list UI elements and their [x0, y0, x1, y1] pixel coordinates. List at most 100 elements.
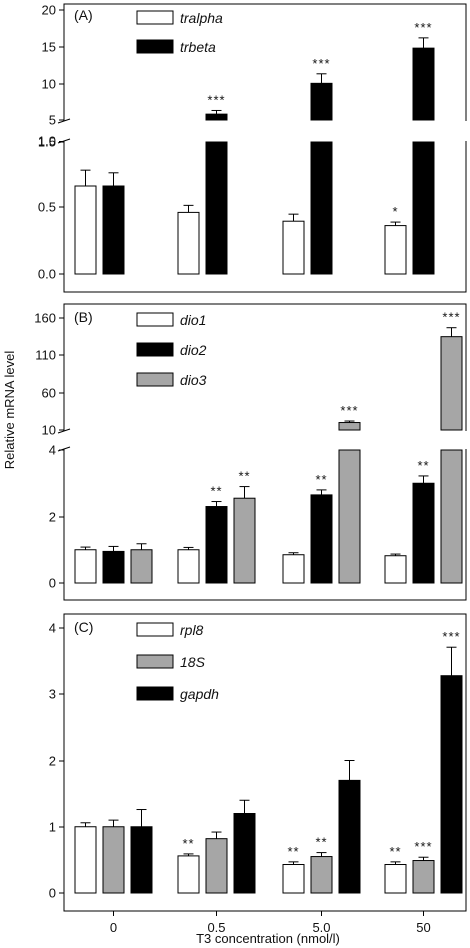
panel-label: (C)	[74, 619, 93, 635]
y-tick-label: 2	[49, 754, 56, 769]
significance-label: **	[182, 836, 194, 851]
significance-label: ***	[442, 629, 460, 644]
significance-label: ***	[340, 403, 358, 418]
bar	[102, 826, 125, 894]
bar	[130, 549, 153, 584]
legend-label: dio1	[180, 312, 206, 328]
x-axis-title: T3 concentration (nmol/l)	[196, 931, 340, 946]
panel-label: (A)	[74, 7, 93, 23]
y-tick-label: 1.0	[38, 134, 56, 149]
legend-swatch	[136, 39, 174, 54]
legend-label: 18S	[180, 654, 206, 670]
y-tick-label: 110	[35, 348, 56, 363]
bar	[282, 220, 305, 275]
bar	[74, 826, 97, 894]
legend-swatch	[136, 342, 174, 357]
bar	[338, 779, 361, 894]
y-tick-label: 2	[49, 510, 56, 525]
bar	[310, 141, 333, 275]
y-tick-label: 1	[49, 820, 56, 835]
legend-swatch	[136, 622, 174, 637]
bar	[338, 422, 361, 431]
y-tick-label: 10	[42, 423, 56, 438]
bar	[440, 675, 463, 894]
legend-swatch	[136, 686, 174, 701]
bar	[130, 826, 153, 894]
bar	[102, 185, 125, 275]
bar	[205, 113, 228, 121]
x-tick-label: 5.0	[312, 920, 330, 935]
x-tick-label: 0	[110, 920, 117, 935]
chart-marks: (A)0.00.51.01.55101520**********tralphat…	[34, 3, 468, 935]
legend-swatch	[136, 654, 174, 669]
legend-label: gapdh	[180, 686, 219, 702]
panel-frame	[63, 613, 467, 912]
significance-label: **	[287, 844, 299, 859]
significance-label: **	[238, 469, 250, 484]
bar	[74, 185, 97, 275]
bar	[102, 550, 125, 584]
y-tick-label: 10	[42, 77, 56, 92]
significance-label: **	[389, 844, 401, 859]
panel-1: (A)0.00.51.01.55101520**********tralphat…	[38, 3, 468, 293]
panel-2: (B)0241060110160**************dio1dio2di…	[34, 303, 468, 601]
significance-label: **	[417, 458, 429, 473]
y-tick-label: 3	[49, 687, 56, 702]
bar	[412, 141, 435, 275]
legend-label: tralpha	[180, 10, 223, 26]
y-tick-label: 1.5	[38, 135, 56, 150]
bar	[310, 82, 333, 121]
legend-label: trbeta	[180, 39, 216, 55]
y-tick-label: 0.5	[38, 200, 56, 215]
y-tick-label: 0.0	[38, 267, 56, 282]
y-axis-title: Relative mRNA level	[2, 351, 17, 470]
bar	[233, 813, 256, 894]
y-tick-label: 60	[42, 386, 56, 401]
bar	[177, 549, 200, 584]
bar	[74, 549, 97, 584]
bar	[412, 47, 435, 121]
bar	[440, 336, 463, 431]
bar	[310, 494, 333, 584]
bar	[282, 864, 305, 894]
axis-break-gap	[58, 121, 468, 141]
significance-label: ***	[207, 92, 225, 107]
bar	[177, 211, 200, 275]
significance-label: ***	[414, 20, 432, 35]
significance-label: **	[315, 835, 327, 850]
y-tick-label: 160	[34, 311, 56, 326]
bar	[384, 555, 407, 584]
x-tick-label: 0.5	[207, 920, 225, 935]
significance-label: ***	[312, 56, 330, 71]
significance-label: **	[315, 472, 327, 487]
y-tick-label: 20	[42, 3, 56, 18]
legend-label: dio2	[180, 342, 207, 358]
bar	[310, 856, 333, 894]
bar	[384, 225, 407, 275]
axis-break-gap	[58, 431, 468, 449]
significance-label: **	[210, 484, 222, 499]
legend-swatch	[136, 10, 174, 25]
bar	[205, 141, 228, 275]
bar	[177, 855, 200, 894]
legend-label: dio3	[180, 372, 207, 388]
bar	[440, 449, 463, 584]
y-tick-label: 5	[49, 113, 56, 128]
bar	[205, 838, 228, 894]
legend-swatch	[136, 312, 174, 327]
bar	[205, 506, 228, 584]
bar	[412, 482, 435, 584]
panel-label: (B)	[74, 309, 93, 325]
y-tick-label: 4	[49, 443, 56, 458]
significance-label: ***	[414, 839, 432, 854]
bar	[384, 864, 407, 894]
legend-label: rpl8	[180, 622, 204, 638]
bar	[233, 497, 256, 584]
significance-label: *	[392, 204, 398, 219]
y-tick-label: 0	[49, 576, 56, 591]
x-tick-label: 50	[416, 920, 430, 935]
bar	[338, 449, 361, 584]
y-tick-label: 4	[49, 621, 56, 636]
